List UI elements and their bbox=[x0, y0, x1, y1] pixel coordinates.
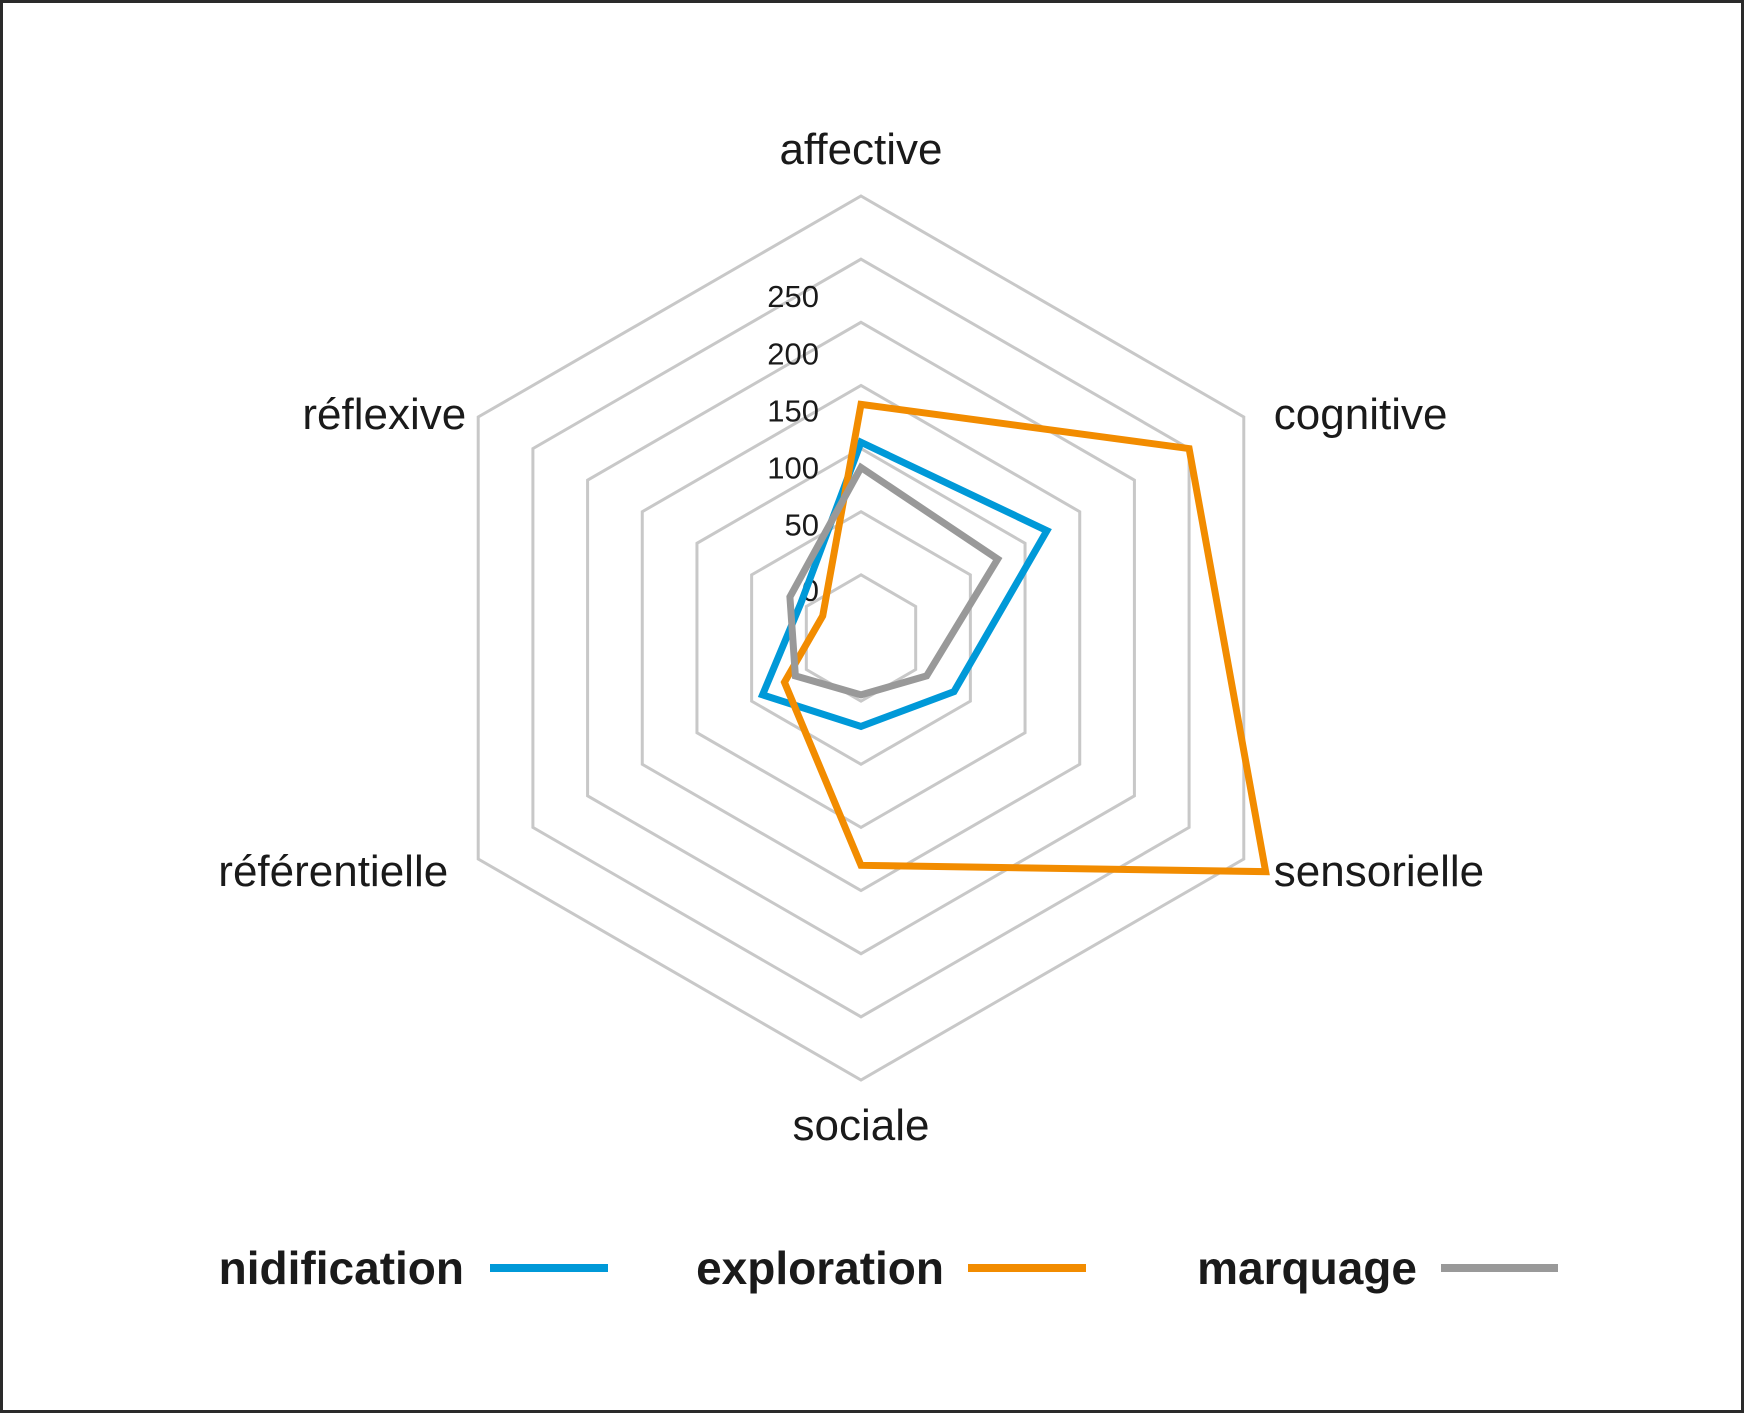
series-point-marquage-0 bbox=[860, 467, 862, 469]
tick-label-250: 250 bbox=[767, 279, 819, 314]
tick-label-50: 50 bbox=[785, 508, 819, 543]
axis-label-0: affective bbox=[779, 125, 942, 174]
series-point-nidification-4 bbox=[762, 694, 764, 696]
axis-label-1: cognitive bbox=[1274, 390, 1448, 439]
grid-ring-6 bbox=[476, 194, 1246, 1082]
series-point-marquage-2 bbox=[926, 675, 928, 677]
series-point-nidification-3 bbox=[860, 725, 862, 727]
grid-ring-0 bbox=[804, 573, 918, 703]
series-point-marquage-4 bbox=[794, 675, 796, 677]
series-point-exploration-0 bbox=[860, 403, 862, 405]
series-point-marquage-1 bbox=[997, 558, 999, 560]
axis-label-4: référentielle bbox=[218, 847, 448, 896]
axis-labels: affective cognitive sensorielle sociale réfé… bbox=[218, 125, 1484, 1150]
tick-label-150: 150 bbox=[767, 393, 819, 428]
axis-label-5: réflexive bbox=[302, 390, 466, 439]
grid-ring-1 bbox=[750, 509, 972, 767]
legend-label-marquage: marquage bbox=[1197, 1242, 1417, 1294]
legend: nidification exploration marquage bbox=[219, 1242, 1558, 1294]
grid-ring-2 bbox=[695, 446, 1027, 830]
grid-ring-3 bbox=[640, 383, 1082, 893]
grid-ring-4 bbox=[586, 320, 1136, 956]
axis-label-2: sensorielle bbox=[1274, 847, 1484, 896]
series-point-exploration-2 bbox=[1265, 871, 1267, 873]
series-lines bbox=[757, 400, 1270, 876]
tick-label-100: 100 bbox=[767, 451, 819, 486]
legend-label-nidification: nidification bbox=[219, 1242, 464, 1294]
series-point-exploration-4 bbox=[783, 681, 785, 683]
series-point-nidification-0 bbox=[860, 441, 862, 443]
legend-label-exploration: exploration bbox=[696, 1242, 944, 1294]
series-point-nidification-1 bbox=[1046, 530, 1048, 532]
grid-ring-5 bbox=[531, 257, 1191, 1019]
series-line-marquage bbox=[786, 462, 1003, 699]
series-point-exploration-1 bbox=[1188, 448, 1190, 450]
series-point-nidification-2 bbox=[953, 691, 955, 693]
series-point-exploration-5 bbox=[822, 615, 824, 617]
grid-rings bbox=[476, 194, 1246, 1082]
series-point-marquage-5 bbox=[789, 596, 791, 598]
axis-label-3: sociale bbox=[793, 1101, 930, 1150]
tick-label-200: 200 bbox=[767, 336, 819, 371]
series-point-nidification-5 bbox=[800, 602, 802, 604]
series-point-marquage-3 bbox=[860, 694, 862, 696]
series-point-exploration-3 bbox=[860, 864, 862, 866]
